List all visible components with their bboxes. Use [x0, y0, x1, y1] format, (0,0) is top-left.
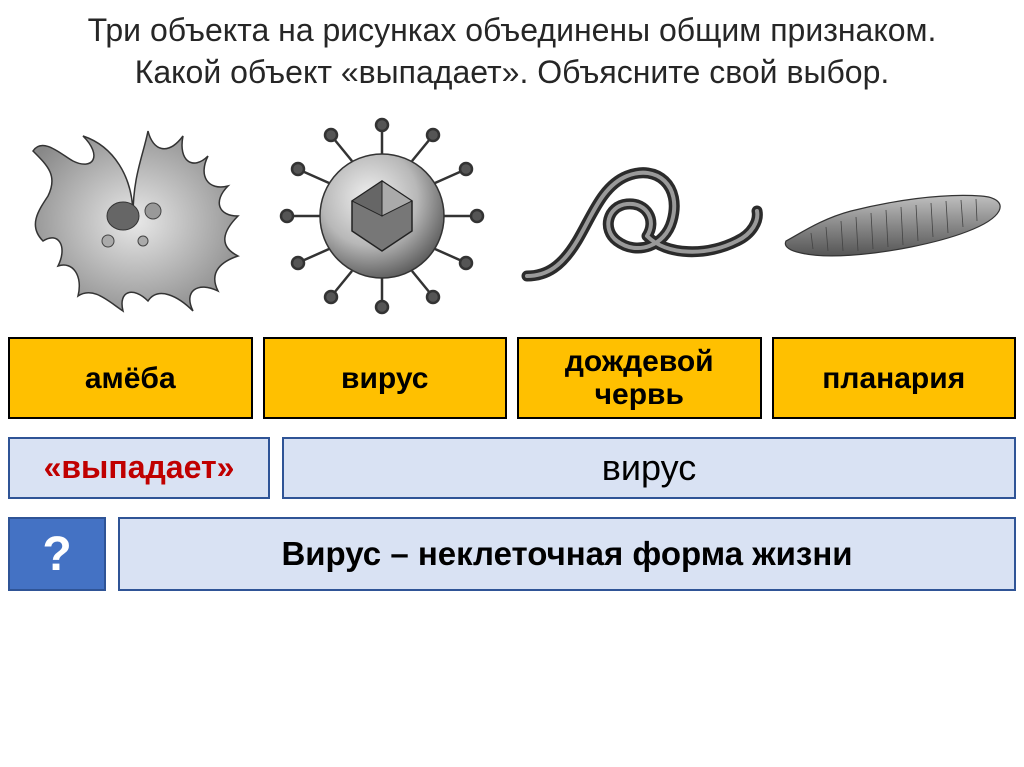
label-amoeba: амёба — [8, 337, 253, 419]
amoeba-image — [8, 101, 257, 331]
label-planaria: планария — [772, 337, 1017, 419]
question-title: Три объекта на рисунках объединены общим… — [8, 10, 1016, 93]
answer-row: «выпадает» вирус — [8, 437, 1016, 499]
label-earthworm: дождевой червь — [517, 337, 762, 419]
title-line-2: Какой объект «выпадает». Объясните свой … — [135, 54, 890, 90]
planaria-image — [767, 101, 1016, 331]
explain-row: ? Вирус – неклеточная форма жизни — [8, 517, 1016, 591]
images-row — [8, 101, 1016, 331]
virus-image — [257, 101, 506, 331]
explanation-text: Вирус – неклеточная форма жизни — [118, 517, 1016, 591]
labels-row: амёба вирус дождевой червь планария — [8, 337, 1016, 419]
question-mark-icon: ? — [8, 517, 106, 591]
title-line-1: Три объекта на рисунках объединены общим… — [88, 12, 937, 48]
label-virus: вирус — [263, 337, 508, 419]
answer-prompt: «выпадает» — [8, 437, 270, 499]
answer-value: вирус — [282, 437, 1016, 499]
earthworm-image — [507, 101, 767, 331]
